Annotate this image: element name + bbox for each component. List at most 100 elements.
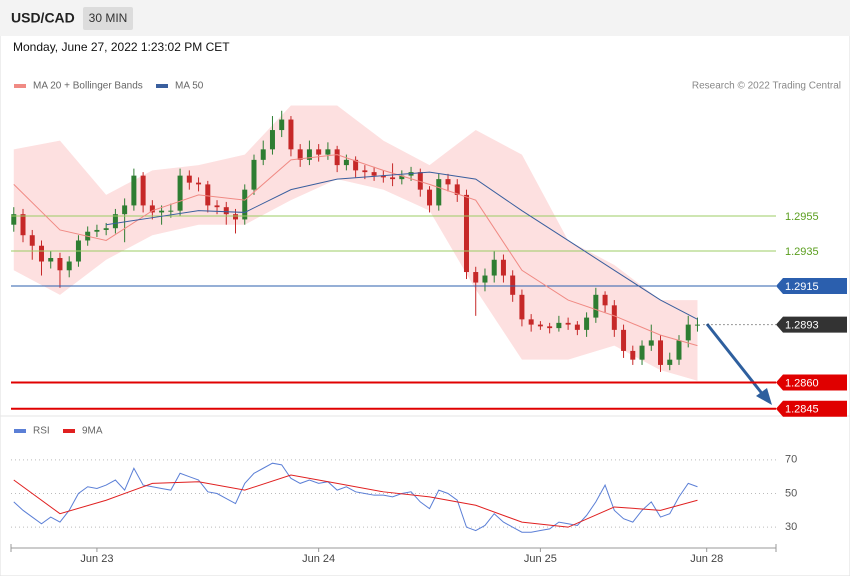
x-tick-label: Jun 24	[302, 553, 335, 565]
candle-body	[417, 172, 423, 190]
candle-body	[565, 322, 571, 325]
symbol: USD/CAD	[11, 10, 75, 26]
candle-body	[547, 326, 553, 329]
candle-body	[482, 275, 488, 283]
candle-body	[316, 149, 322, 155]
candle-body	[94, 229, 100, 232]
candle-body	[584, 317, 590, 330]
series-line	[13, 474, 698, 528]
candle-body	[288, 119, 294, 150]
candle-body	[325, 149, 331, 155]
forecast-arrowhead	[756, 388, 772, 405]
candle-body	[269, 130, 275, 150]
candle-body	[463, 194, 469, 273]
candle-body	[380, 175, 386, 178]
candle-body	[399, 175, 405, 180]
candle-body	[676, 340, 682, 360]
candle-body	[57, 258, 63, 271]
legend-swatch	[14, 84, 26, 88]
candle-body	[103, 228, 109, 230]
candle-body	[436, 179, 442, 206]
candle-body	[528, 319, 534, 325]
candle-body	[685, 324, 691, 341]
candle-body	[445, 179, 451, 185]
level-label: 1.2955	[785, 211, 819, 223]
candle-body	[362, 170, 368, 173]
candle-body	[297, 149, 303, 160]
candle-body	[66, 261, 72, 271]
legend-label: MA 20 + Bollinger Bands	[33, 81, 143, 92]
candle-body	[510, 275, 516, 295]
candle-body	[491, 259, 497, 276]
y-tick-label: 30	[785, 521, 797, 533]
candle-body	[593, 294, 599, 318]
candle-body	[621, 329, 627, 351]
candle-body	[131, 175, 137, 206]
candle-body	[353, 159, 359, 171]
x-tick-label: Jun 25	[524, 553, 557, 565]
candle-body	[639, 345, 645, 360]
level-tag	[776, 374, 847, 391]
level-label: 1.2935	[785, 246, 819, 258]
candle-body	[186, 175, 192, 183]
candle-body	[140, 175, 146, 206]
candle-body	[29, 235, 35, 246]
candle-body	[694, 324, 700, 326]
header-bar	[0, 0, 850, 36]
candle-body	[149, 205, 155, 213]
candle-body	[233, 214, 239, 220]
candle-body	[390, 177, 396, 180]
series-line	[106, 171, 698, 320]
forecast-arrow	[705, 323, 766, 397]
candle-body	[306, 149, 312, 160]
timeframe-box[interactable]	[83, 7, 133, 30]
candle-body	[20, 214, 26, 236]
series-line	[13, 154, 698, 347]
timestamp: Monday, June 27, 2022 1:23:02 PM CET	[13, 40, 230, 54]
candle-body	[537, 324, 543, 327]
candle-body	[602, 294, 608, 306]
legend-label: MA 50	[175, 81, 204, 92]
candle-body	[196, 182, 202, 185]
candle-body	[500, 259, 506, 276]
candle-body	[279, 119, 285, 131]
candle-body	[48, 258, 54, 262]
credit: Research © 2022 Trading Central	[692, 81, 841, 92]
candle-body	[38, 245, 44, 262]
candle-body	[343, 159, 349, 166]
candle-body	[214, 205, 220, 208]
candle-body	[260, 149, 266, 160]
candle-body	[334, 149, 340, 166]
x-tick-label: Jun 28	[690, 553, 723, 565]
candle-body	[159, 210, 165, 213]
candle-body	[658, 340, 664, 365]
candle-body	[454, 184, 460, 195]
legend-label: RSI	[33, 426, 50, 437]
level-label: 1.2860	[785, 377, 819, 389]
candle-body	[177, 175, 183, 211]
y-tick-label: 50	[785, 487, 797, 499]
level-label: 1.2915	[785, 281, 819, 293]
candle-body	[371, 172, 377, 176]
legend-swatch	[14, 429, 26, 433]
candle-body	[667, 359, 673, 365]
timeframe[interactable]: 30 MIN	[89, 11, 128, 25]
candle-body	[251, 159, 257, 190]
legend-label: 9MA	[82, 426, 103, 437]
legend-swatch	[156, 84, 168, 88]
level-tag	[776, 400, 847, 417]
candle-body	[205, 184, 211, 206]
candle-body	[630, 350, 636, 360]
level-label: 1.2893	[785, 320, 819, 332]
series-line	[13, 462, 698, 533]
candle-body	[611, 305, 617, 330]
legend-swatch	[63, 429, 75, 433]
candle-body	[11, 214, 17, 225]
level-label: 1.2845	[785, 404, 819, 416]
candle-body	[427, 189, 433, 206]
y-tick-label: 70	[785, 454, 797, 466]
candle-body	[122, 205, 128, 215]
candle-body	[112, 214, 118, 229]
